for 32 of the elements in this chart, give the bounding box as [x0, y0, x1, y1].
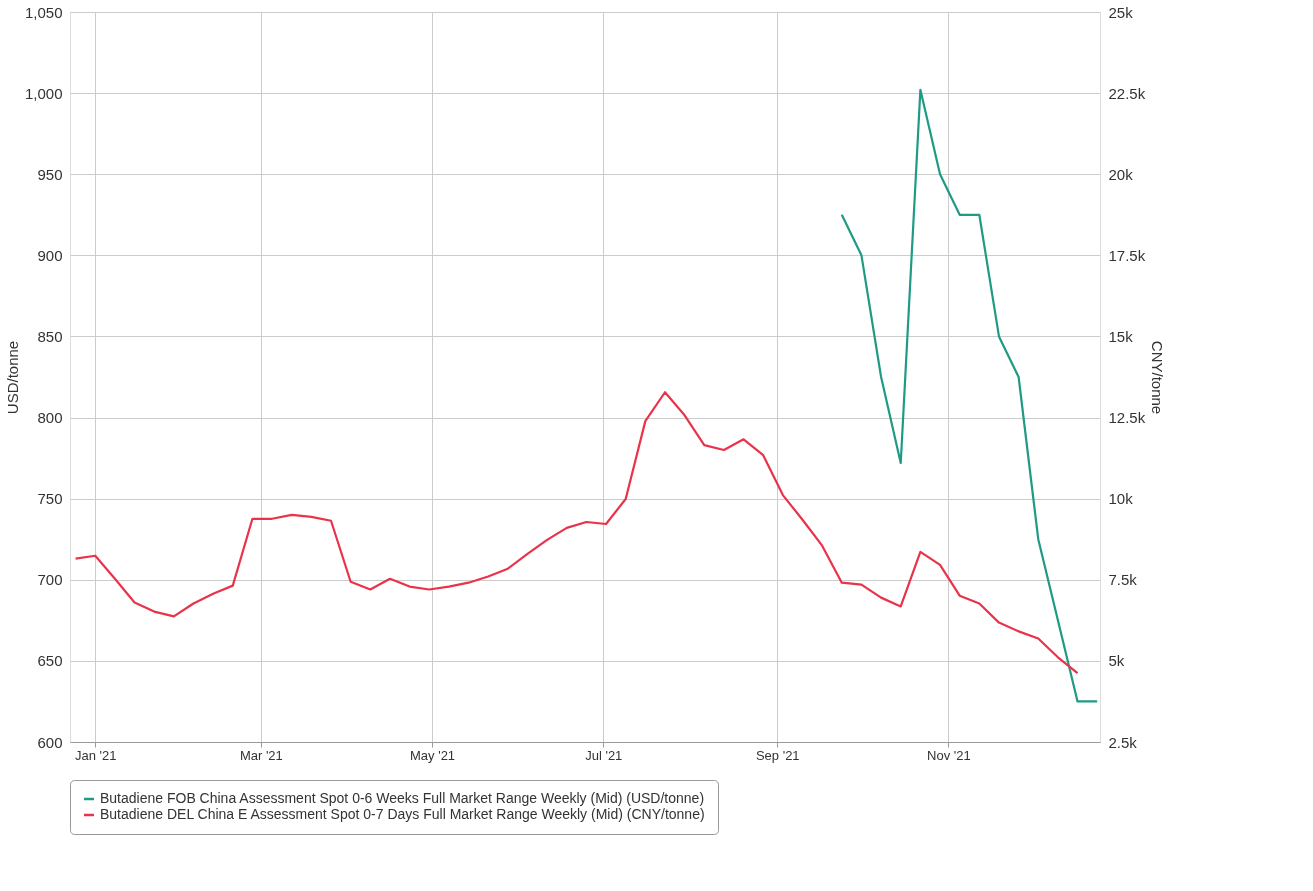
y-tick-label: 650	[37, 652, 63, 670]
y-tick-label: 950	[37, 165, 63, 183]
y2-tick-label: 17.5k	[1108, 246, 1146, 264]
x-tick-label: Nov '21	[927, 747, 971, 763]
y2-tick-label: 20k	[1108, 165, 1134, 183]
y2-tick-label: 25k	[1108, 3, 1134, 21]
legend-label: Butadiene DEL China E Assessment Spot 0-7 Days Full Market Range Weekly (Mid) (CNY/tonne)	[100, 806, 705, 822]
y2-tick-label: 7.5k	[1108, 571, 1138, 589]
y-tick-label: 1,000	[24, 84, 63, 102]
legend-label: Butadiene FOB China Assessment Spot 0-6 Weeks Full Market Range Weekly (Mid) (USD/tonne)	[100, 790, 705, 806]
x-tick-label: May '21	[409, 747, 456, 763]
y2-axis-title: CNY/tonne	[1149, 340, 1167, 415]
y2-tick-label: 22.5k	[1108, 84, 1146, 102]
y2-tick-label: 15k	[1108, 327, 1134, 345]
line-series	[840, 88, 1099, 703]
y2-tick-label: 5k	[1108, 652, 1125, 670]
x-tick-label: Mar '21	[239, 747, 283, 763]
y2-tick-label: 2.5k	[1108, 733, 1138, 751]
y-tick-label: 600	[37, 733, 63, 751]
y-tick-label: 900	[37, 246, 63, 264]
y2-tick-label: 12.5k	[1108, 409, 1146, 427]
y-tick-label: 700	[37, 571, 63, 589]
y-tick-label: 850	[37, 327, 63, 345]
x-tick-label: Sep '21	[755, 747, 800, 763]
line-series	[74, 391, 1079, 675]
y-tick-label: 800	[37, 409, 63, 427]
y-axis-title: USD/tonne	[3, 340, 21, 415]
y-tick-label: 1,050	[24, 3, 63, 21]
x-tick-label: Jan '21	[75, 747, 117, 763]
y-tick-label: 750	[37, 490, 63, 508]
y2-tick-label: 10k	[1108, 490, 1134, 508]
x-tick-label: Jul '21	[585, 747, 623, 763]
